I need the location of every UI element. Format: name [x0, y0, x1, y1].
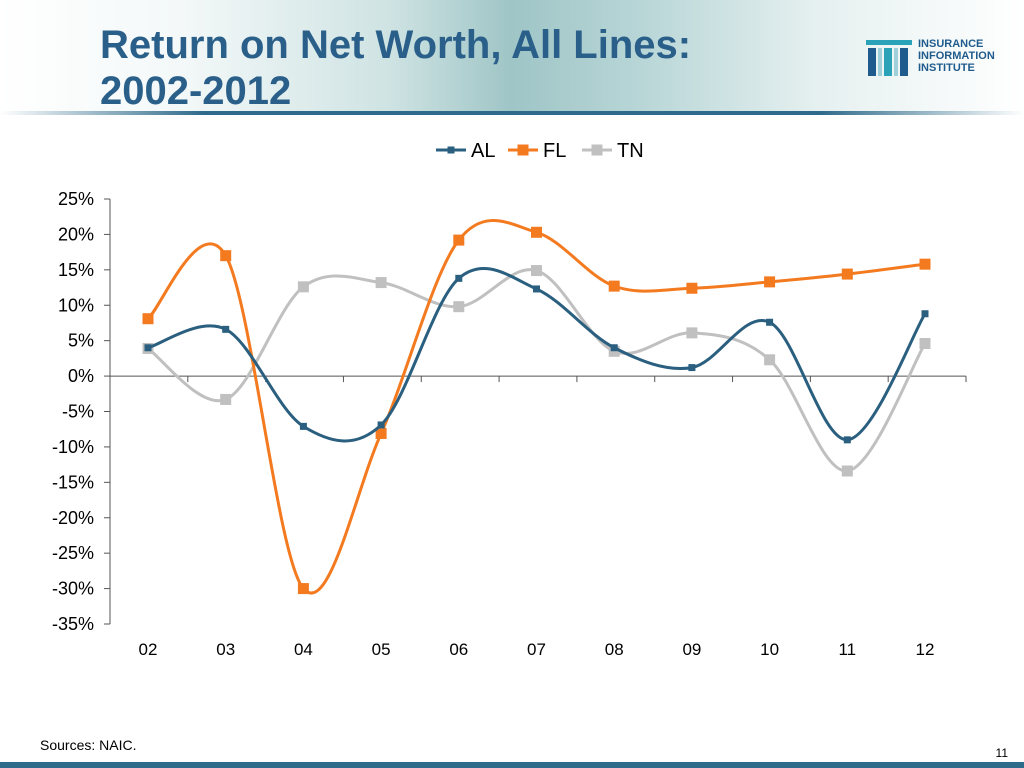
data-point-al: [843, 436, 851, 444]
data-point-fl: [686, 282, 698, 294]
slide-title: Return on Net Worth, All Lines: 2002-201…: [100, 22, 691, 114]
series-line-tn: [147, 268, 927, 473]
data-point-al: [533, 285, 540, 293]
legend-label-fl: FL: [543, 140, 566, 162]
x-tick-label: 09: [682, 640, 701, 659]
x-tick-label: 04: [294, 640, 313, 659]
y-tick-label: -20%: [52, 508, 94, 528]
data-point-fl: [531, 226, 542, 238]
data-point-al: [455, 274, 463, 282]
x-tick-label: 05: [372, 640, 391, 659]
data-point-tn: [841, 465, 853, 477]
data-point-al: [144, 344, 152, 352]
logo-line2: INFORMATION: [918, 50, 995, 62]
data-point-fl: [375, 427, 387, 439]
legend-label-tn: TN: [617, 140, 644, 162]
data-point-fl: [919, 258, 931, 270]
legend-marker-fl: [517, 144, 529, 156]
data-point-tn: [919, 338, 931, 349]
y-tick-label: 10%: [58, 295, 94, 315]
iii-logo-icon: [866, 40, 912, 76]
x-tick-label: 08: [605, 640, 624, 659]
logo-line3: INSTITUTE: [918, 62, 975, 74]
data-point-tn: [297, 281, 309, 293]
y-tick-label: 15%: [58, 260, 94, 280]
header-rule: [0, 111, 1024, 115]
data-point-tn: [608, 345, 620, 357]
header-band: [0, 0, 1024, 112]
y-tick-label: -15%: [52, 472, 94, 492]
data-point-fl: [220, 250, 232, 262]
data-point-tn: [764, 354, 776, 366]
data-point-al: [688, 364, 696, 372]
data-point-tn: [220, 393, 232, 405]
data-point-fl: [608, 280, 620, 292]
data-point-al: [921, 310, 929, 318]
iii-logo: INSURANCE INFORMATION INSTITUTE: [866, 36, 1016, 80]
data-point-fl: [142, 313, 154, 325]
series-line-al: [147, 266, 927, 443]
data-point-tn: [453, 301, 465, 313]
data-point-al: [610, 344, 618, 352]
x-tick-label: 11: [838, 640, 856, 659]
y-tick-label: -30%: [52, 579, 94, 599]
data-point-tn: [375, 277, 387, 289]
data-point-fl: [297, 583, 309, 595]
y-tick-label: -35%: [52, 614, 94, 634]
y-tick-label: -25%: [52, 543, 94, 563]
legend-label-al: AL: [471, 140, 495, 162]
x-tick-label: 02: [139, 640, 158, 659]
iii-logo-text: INSURANCE INFORMATION INSTITUTE: [918, 38, 995, 74]
source-note: Sources: NAIC.: [40, 737, 137, 753]
x-tick-label: 07: [527, 640, 546, 659]
x-tick-label: 06: [449, 640, 468, 659]
legend-marker-al: [447, 146, 455, 154]
logo-line1: INSURANCE: [918, 38, 984, 50]
x-tick-label: 10: [760, 640, 779, 659]
footer-bar: [0, 762, 1024, 768]
data-point-fl: [453, 234, 465, 246]
x-tick-label: 03: [216, 640, 235, 659]
data-point-al: [222, 325, 230, 333]
data-point-tn: [531, 265, 542, 277]
y-tick-label: 25%: [58, 189, 94, 209]
data-point-al: [299, 422, 307, 430]
data-point-fl: [764, 276, 776, 288]
legend-marker-tn: [591, 144, 603, 156]
data-point-fl: [841, 268, 853, 280]
slide-title-line2: 2002-2012: [100, 69, 292, 113]
y-tick-label: -10%: [52, 437, 94, 457]
y-tick-label: 0%: [68, 366, 94, 386]
data-point-tn: [686, 327, 698, 339]
data-point-al: [766, 318, 774, 326]
y-tick-label: 5%: [68, 331, 94, 351]
line-chart: 25% 20% 15% 10% 5% 0% -5% -10% -15% -20% -25% -30% -…: [52, 140, 967, 659]
x-tick-label: 12: [916, 640, 935, 659]
page-number: 11: [995, 746, 1008, 760]
slide-title-line1: Return on Net Worth, All Lines:: [100, 23, 692, 67]
y-tick-label: -5%: [62, 402, 94, 422]
y-tick-label: 20%: [58, 224, 94, 244]
data-point-al: [377, 421, 385, 429]
series-line-fl: [146, 219, 926, 595]
